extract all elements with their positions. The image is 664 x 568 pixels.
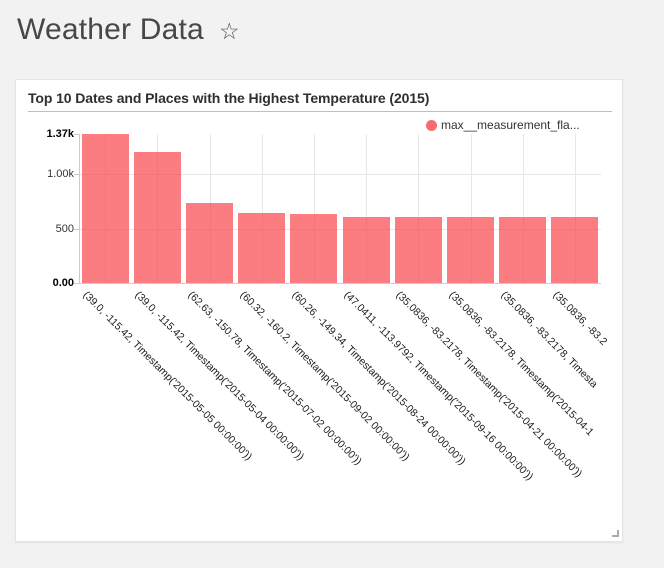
y-tick-label: 0.00 <box>52 277 74 289</box>
x-grid-line <box>313 134 315 283</box>
bar[interactable] <box>133 152 181 283</box>
bar-chart-plot-area: 1.37k 1.00k 500 0.00 (39.0, -115.42, Timesta… <box>16 80 622 541</box>
bar[interactable] <box>342 216 390 283</box>
x-grid-line <box>574 134 576 283</box>
y-tick-mark <box>74 228 79 230</box>
x-grid-line <box>522 134 524 283</box>
bar[interactable] <box>290 213 338 283</box>
x-category-label: (62.63, -150.78, Timestamp('2015-07-02 0… <box>185 289 364 468</box>
x-axis-line <box>79 283 601 284</box>
x-grid-line <box>470 134 472 283</box>
y-tick-mark <box>74 283 79 284</box>
y-axis-line <box>79 134 80 283</box>
bar[interactable] <box>447 217 494 283</box>
bar[interactable] <box>499 217 547 283</box>
bar[interactable] <box>238 212 286 283</box>
x-grid-line <box>418 134 420 283</box>
y-tick-label: 500 <box>55 222 74 235</box>
bar[interactable] <box>186 203 233 283</box>
page-title: Weather Data <box>17 13 204 46</box>
bar[interactable] <box>394 217 442 283</box>
favorite-star-icon[interactable]: ☆ <box>218 18 240 44</box>
x-grid-line <box>366 134 368 283</box>
chart-card: Top 10 Dates and Places with the Highest… <box>15 79 623 542</box>
x-category-label: (60.26, -149.34, Timestamp('2015-08-24 0… <box>289 289 468 468</box>
page-header: Weather Data ☆ <box>17 13 240 47</box>
y-tick-mark <box>74 174 79 176</box>
legend-marker-icon <box>426 119 437 131</box>
title-divider <box>28 111 612 112</box>
y-grid-line <box>79 228 601 230</box>
x-grid-line <box>261 134 263 283</box>
y-tick-label: 1.37k <box>46 128 74 140</box>
chart-title: Top 10 Dates and Places with the Highest… <box>28 90 430 106</box>
resize-handle-icon[interactable] <box>612 530 619 537</box>
x-category-label: (35.0836, -83.2178, Timestamp('2015-04-2… <box>393 289 585 480</box>
bar[interactable] <box>551 217 599 283</box>
x-category-label: (35.0836, -83.2 <box>550 289 610 348</box>
legend-item[interactable]: max__measurement_fla... <box>426 118 580 132</box>
x-category-label: (35.0836, -83.2178, Timesta <box>498 289 600 391</box>
y-grid-line <box>79 174 601 176</box>
y-tick-mark <box>74 134 79 135</box>
legend-label: max__measurement_fla... <box>441 118 580 132</box>
x-category-label: (47.0411, -113.9792, Timestamp('2015-09-… <box>341 289 536 483</box>
bar[interactable] <box>81 134 129 283</box>
y-tick-label: 1.00k <box>47 168 74 181</box>
